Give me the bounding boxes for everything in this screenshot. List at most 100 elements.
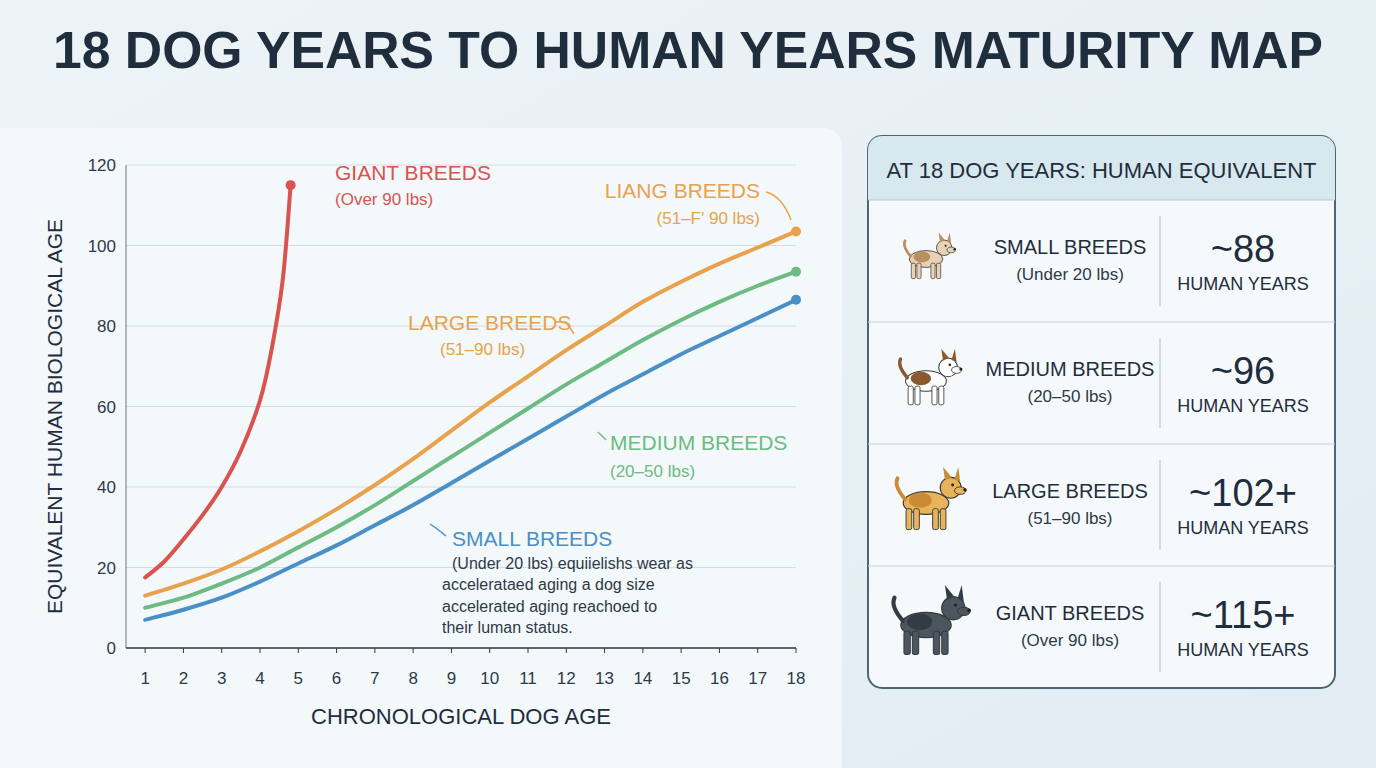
x-tick-label: 4 (255, 669, 264, 688)
grid-line (126, 648, 796, 649)
x-tick-label: 14 (633, 669, 652, 688)
series-line (145, 272, 796, 608)
y-tick-label: 100 (88, 237, 116, 256)
dog-ear (943, 467, 952, 480)
x-tick (298, 648, 299, 653)
dog-icon (900, 349, 963, 405)
end-dot (791, 267, 801, 277)
row-divider (868, 566, 1335, 567)
annotation-text: accelerated aging reachoed to (442, 598, 657, 615)
row-divider (868, 444, 1335, 445)
annotation-text: (Under 20 lbs) equiielishs wear as (452, 555, 693, 572)
x-tick (642, 648, 643, 653)
y-tick-label: 0 (107, 639, 116, 658)
summary-panel (868, 136, 1335, 688)
x-tick-label: 8 (408, 669, 417, 688)
dog-nose (963, 488, 966, 491)
x-tick-label: 17 (748, 669, 767, 688)
dog-patch (909, 493, 932, 508)
row-unit: HUMAN YEARS (1177, 640, 1309, 660)
dog-leg (939, 386, 944, 405)
dog-leg (933, 509, 939, 530)
dog-eye (951, 484, 954, 487)
x-axis-title: CHRONOLOGICAL DOG AGE (311, 704, 611, 729)
dog-snout (955, 487, 966, 495)
dog-eye (954, 603, 957, 606)
annotation-text: MEDIUM BREEDS (610, 431, 787, 454)
x-tick (374, 648, 375, 653)
dog-leg (908, 386, 913, 405)
x-tick-label: 6 (332, 669, 341, 688)
leader-line (430, 524, 446, 536)
x-tick (757, 648, 758, 653)
x-tick-label: 7 (370, 669, 379, 688)
column-divider (1159, 216, 1161, 306)
dog-leg (915, 386, 920, 405)
x-tick (604, 648, 605, 653)
dog-leg (937, 263, 941, 278)
y-tick-label: 60 (97, 398, 116, 417)
column-divider (1159, 582, 1161, 672)
dog-leg (932, 386, 937, 405)
y-tick-label: 40 (97, 478, 116, 497)
row-name: LARGE BREEDS (992, 480, 1148, 502)
row-name: SMALL BREEDS (994, 236, 1147, 258)
dog-tail (904, 241, 910, 256)
dog-leg (917, 263, 921, 278)
x-tick-label: 12 (557, 669, 576, 688)
dog-leg (911, 263, 915, 278)
dog-leg (942, 631, 948, 654)
dog-ear (939, 232, 945, 242)
dog-eye (949, 364, 952, 367)
x-tick (451, 648, 452, 653)
end-dot (791, 295, 801, 305)
x-tick-label: 13 (595, 669, 614, 688)
leader-line (598, 432, 606, 440)
x-tick-label: 18 (787, 669, 806, 688)
row-unit: HUMAN YEARS (1177, 396, 1309, 416)
x-tick (719, 648, 720, 653)
dog-ear (952, 349, 957, 363)
annotation-text: accelerataed aging a dog size (442, 576, 655, 593)
dog-patch (911, 372, 931, 386)
x-tick-label: 3 (217, 669, 226, 688)
x-tick (413, 648, 414, 653)
dog-leg (904, 631, 910, 654)
grid-line (126, 487, 796, 488)
dog-leg (906, 509, 912, 530)
dog-leg (912, 631, 918, 654)
dog-snout (958, 607, 971, 615)
annotation-text: GIANT BREEDS (335, 161, 491, 184)
canvas: 18 DOG YEARS TO HUMAN YEARS MATURITY MAP… (0, 0, 1376, 768)
x-tick (681, 648, 682, 653)
panel-title: AT 18 DOG YEARS: HUMAN EQUIVALENT (887, 158, 1317, 183)
row-unit: HUMAN YEARS (1177, 518, 1309, 538)
dog-icon (893, 585, 970, 654)
row-value: ~102+ (1189, 472, 1297, 514)
y-axis-title: EQUIVALENT HUMAN BIOLOGICAL AGE (43, 219, 66, 614)
series-line (145, 185, 290, 577)
divider (868, 200, 1335, 201)
x-tick (489, 648, 490, 653)
row-name: GIANT BREEDS (996, 602, 1145, 624)
dog-patch (913, 251, 930, 262)
x-tick (183, 648, 184, 653)
chart-title: 18 DOG YEARS TO HUMAN YEARS MATURITY MAP (53, 21, 1323, 79)
chart-panel (0, 128, 842, 768)
dog-ear (945, 585, 954, 600)
leader-line (766, 192, 791, 220)
dog-patch (907, 613, 932, 630)
grid-line (126, 406, 796, 407)
end-dot (791, 226, 801, 236)
dog-icon (897, 467, 967, 530)
y-tick-label: 80 (97, 317, 116, 336)
plot-marks (145, 180, 801, 620)
dog-leg (931, 263, 935, 278)
annotation-text: LARGE BREEDS (408, 311, 571, 334)
dog-tail (893, 598, 902, 621)
x-tick (796, 648, 797, 653)
dog-nose (959, 368, 962, 371)
series-line (145, 300, 796, 620)
column-divider (1159, 338, 1161, 428)
row-value: ~96 (1211, 350, 1275, 392)
